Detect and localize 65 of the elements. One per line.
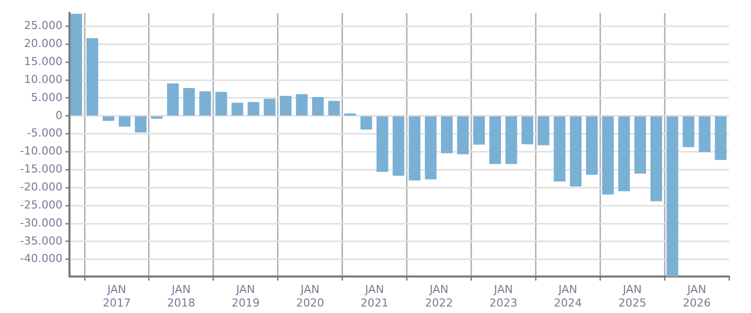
bar [70, 14, 82, 116]
bar [666, 116, 678, 277]
bar [698, 116, 710, 152]
bar [344, 113, 356, 116]
bar [312, 96, 324, 116]
x-tick-label: JAN 2026 [682, 283, 711, 310]
x-tick-label: JAN 2020 [296, 283, 324, 310]
bar [199, 91, 211, 116]
y-tick-label: -15.000 [20, 162, 62, 176]
bar [457, 116, 469, 154]
bar [570, 116, 582, 187]
bar [134, 116, 147, 132]
bar [473, 116, 485, 145]
y-tick-label: -10.000 [20, 144, 62, 158]
bar [586, 116, 598, 175]
x-tick-label: JAN 2018 [167, 283, 196, 310]
bar [118, 116, 130, 127]
bar [183, 88, 195, 116]
x-tick-label: JAN 2021 [360, 283, 389, 310]
bar [522, 116, 534, 144]
bar [392, 116, 404, 176]
bar [440, 116, 453, 154]
bar [328, 100, 340, 116]
y-tick-label: -25.000 [20, 198, 62, 212]
bar [538, 116, 550, 146]
bar [248, 102, 260, 116]
bar [296, 94, 308, 116]
y-tick-label: 0 [55, 108, 62, 122]
bar [634, 116, 646, 174]
bar [489, 116, 501, 164]
bar [215, 92, 228, 116]
bar [280, 96, 292, 116]
bar [408, 116, 420, 180]
x-tick-label: JAN 2024 [554, 283, 582, 310]
x-tick-label: JAN 2023 [489, 283, 518, 310]
y-tick-label: -5.000 [26, 126, 62, 140]
bar [505, 116, 518, 164]
bar [554, 116, 566, 182]
bar [360, 116, 372, 130]
bar [167, 83, 179, 116]
bar [86, 38, 98, 116]
bar [424, 116, 437, 180]
bar [682, 116, 694, 148]
bar [102, 116, 114, 121]
y-tick-label: 25.000 [24, 19, 62, 32]
x-tick-label: JAN 2017 [102, 283, 131, 310]
bar [602, 116, 614, 194]
bar [650, 116, 662, 202]
y-tick-label: -20.000 [20, 180, 62, 194]
y-tick-label: -35.000 [20, 234, 62, 248]
bar [714, 116, 727, 160]
y-tick-label: 15.000 [24, 54, 62, 68]
y-tick-label: 5.000 [30, 90, 62, 104]
y-tick-label: 10.000 [24, 72, 62, 86]
bar [232, 102, 244, 116]
bar [618, 116, 630, 192]
x-tick-label: JAN 2022 [424, 283, 453, 310]
bar [376, 116, 388, 172]
y-tick-label: 20.000 [24, 37, 62, 50]
y-tick-label: -40.000 [20, 252, 62, 266]
bar [150, 116, 163, 119]
x-tick-label: JAN 2019 [232, 283, 260, 310]
y-tick-label: -30.000 [20, 216, 62, 230]
bar [264, 98, 276, 116]
x-tick-label: JAN 2025 [618, 283, 646, 310]
